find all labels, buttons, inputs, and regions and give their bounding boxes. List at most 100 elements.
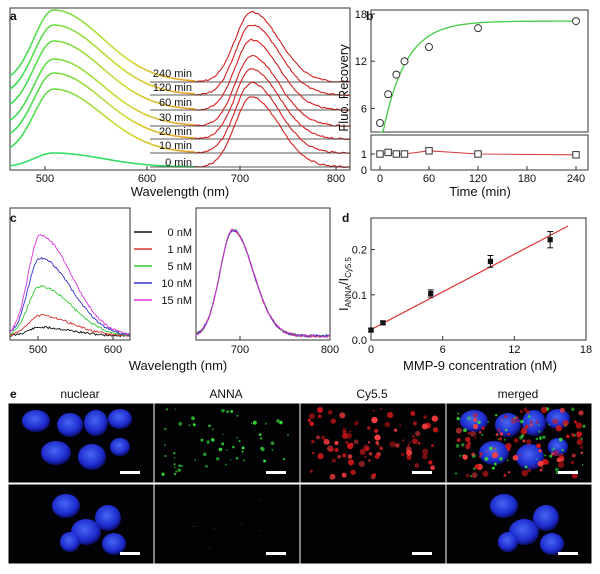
anna-spot	[495, 414, 498, 417]
anna-spot	[230, 459, 232, 461]
micrograph-merged	[445, 483, 593, 565]
anna-point	[400, 57, 409, 66]
micrograph-cy55	[299, 483, 447, 565]
cy55-spot	[517, 419, 520, 423]
nucleus	[52, 494, 80, 518]
micrograph-anna	[153, 402, 301, 484]
anna-spot	[270, 441, 275, 446]
anna-spectrum	[9, 325, 130, 338]
scale-bar	[120, 471, 140, 474]
cy55-spot	[431, 444, 434, 448]
cy55-spot	[562, 420, 569, 427]
anna-spot	[178, 421, 183, 426]
cy55-curve	[194, 38, 351, 112]
micrograph-merged	[445, 402, 593, 484]
panel-d-y-label: IANNA/ICy5.5	[336, 256, 353, 311]
nucleus	[540, 533, 564, 555]
cy55-curve	[194, 96, 351, 168]
cy55-spot	[566, 434, 570, 439]
anna-curve	[9, 9, 196, 82]
cy55-spot	[380, 408, 383, 411]
header-nuclear: nuclear	[60, 387, 99, 401]
cy55-spot	[536, 443, 541, 449]
anna-spot	[477, 420, 481, 425]
cy55-spot	[323, 438, 330, 445]
cy55-spot	[576, 438, 583, 446]
x-tick-label: 0	[368, 344, 374, 356]
anna-spot	[208, 547, 211, 549]
panel-d-y-label-sub2: Cy5.5	[344, 256, 353, 277]
anna-spot	[457, 412, 460, 415]
y-tick-label: 18	[355, 9, 367, 21]
cy55-spot	[412, 434, 415, 438]
cy55-spot	[462, 454, 468, 460]
anna-spot	[230, 409, 234, 413]
cy55-spot	[395, 443, 400, 448]
nucleus	[41, 441, 71, 465]
cy55-curve	[194, 81, 351, 154]
anna-spot	[241, 450, 244, 453]
header-anna: ANNA	[209, 387, 242, 401]
cy55-spot	[505, 443, 512, 450]
x-tick-label: 600	[138, 173, 156, 185]
panel-e: e nuclear ANNA Cy5.5 merged	[7, 387, 593, 565]
anna-spot	[538, 430, 541, 433]
cy55-spot	[432, 427, 439, 433]
cy55-spot	[431, 415, 439, 422]
series-label: 30 min	[159, 112, 192, 124]
anna-spot	[174, 408, 176, 410]
anna-spot	[259, 437, 263, 440]
cy55-spot	[422, 448, 429, 455]
cy55-spot	[412, 438, 418, 445]
nucleus	[95, 505, 121, 531]
cy55-spot	[478, 455, 481, 458]
cy55-spot	[329, 447, 334, 452]
cy55-spot	[317, 414, 322, 419]
x-tick-label: 6	[440, 344, 446, 356]
cy55-spot	[573, 420, 577, 424]
cy55-spot	[532, 465, 535, 468]
cy55-spot	[401, 439, 405, 442]
anna-point	[376, 119, 384, 127]
cy55-spot	[410, 411, 416, 416]
x-tick-label: 60	[423, 173, 435, 185]
cy55-spot	[309, 469, 313, 473]
anna-spot	[213, 528, 215, 530]
scale-bar	[412, 552, 432, 555]
anna-spot	[252, 420, 257, 425]
cy55-spot	[525, 439, 532, 445]
data-point	[368, 327, 374, 333]
anna-spot	[173, 472, 177, 476]
cy55-spot	[389, 441, 396, 448]
cy55-spot	[359, 448, 366, 455]
series-label: 60 min	[159, 97, 192, 109]
cy55-spot	[512, 454, 519, 461]
cy55-spot	[529, 420, 534, 424]
fit-line	[370, 225, 569, 331]
panel-c-legend: 0 nM 1 nM 5 nM 10 nM 15 nM	[134, 227, 192, 307]
nucleus	[60, 532, 80, 552]
cy55-spot	[423, 415, 427, 419]
cy55-spot	[350, 469, 356, 475]
cy55-spot	[551, 452, 555, 456]
panel-e-label: e	[10, 387, 17, 401]
nucleus	[516, 444, 544, 470]
panel-a-series-labels: 240 min 120 min 60 min 30 min 20 min 10 min 0 …	[153, 68, 192, 169]
cy55-spot	[555, 425, 563, 432]
anna-spot	[548, 423, 550, 426]
anna-spot	[177, 468, 181, 472]
anna-spot	[503, 438, 507, 441]
anna-spot	[260, 447, 265, 452]
anna-spot	[236, 437, 238, 439]
y-tick-label: 0.2	[352, 245, 367, 257]
anna-spot	[208, 424, 211, 428]
anna-spot	[161, 472, 165, 476]
cy55-spot	[311, 439, 315, 444]
cy55-point	[400, 150, 409, 158]
panel-b-upper-frame	[370, 9, 589, 133]
nucleus	[533, 505, 559, 531]
anna-point	[572, 17, 580, 26]
cy55-spot	[578, 410, 584, 416]
anna-curve	[9, 88, 196, 153]
